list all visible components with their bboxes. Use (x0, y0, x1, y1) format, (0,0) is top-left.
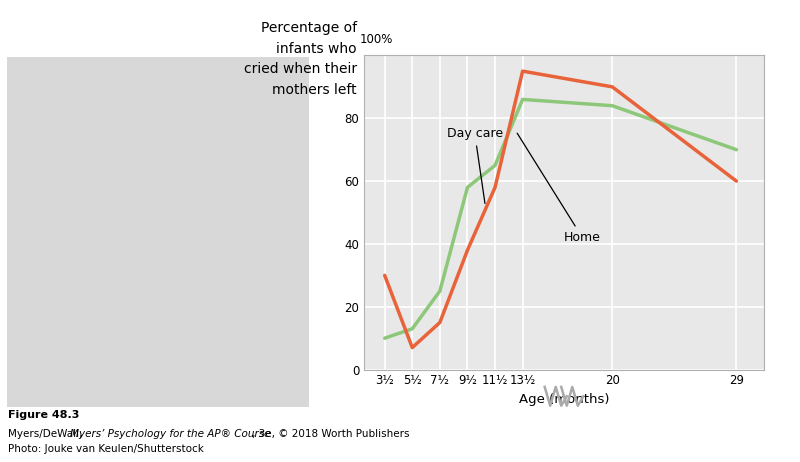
Text: Figure 48.3: Figure 48.3 (8, 410, 79, 420)
Text: Day care: Day care (446, 128, 503, 203)
Text: 100%: 100% (360, 33, 394, 46)
Text: Percentage of
infants who
cried when their
mothers left: Percentage of infants who cried when the… (244, 21, 357, 97)
FancyBboxPatch shape (7, 57, 309, 407)
Text: Myers/DeWall,: Myers/DeWall, (8, 429, 86, 438)
Text: Myers’ Psychology for the AP® Course: Myers’ Psychology for the AP® Course (70, 429, 270, 438)
Text: Photo: Jouke van Keulen/Shutterstock: Photo: Jouke van Keulen/Shutterstock (8, 444, 204, 454)
Text: Home: Home (517, 133, 601, 244)
Text: , 3e, © 2018 Worth Publishers: , 3e, © 2018 Worth Publishers (252, 429, 410, 438)
X-axis label: Age (months): Age (months) (518, 393, 610, 406)
